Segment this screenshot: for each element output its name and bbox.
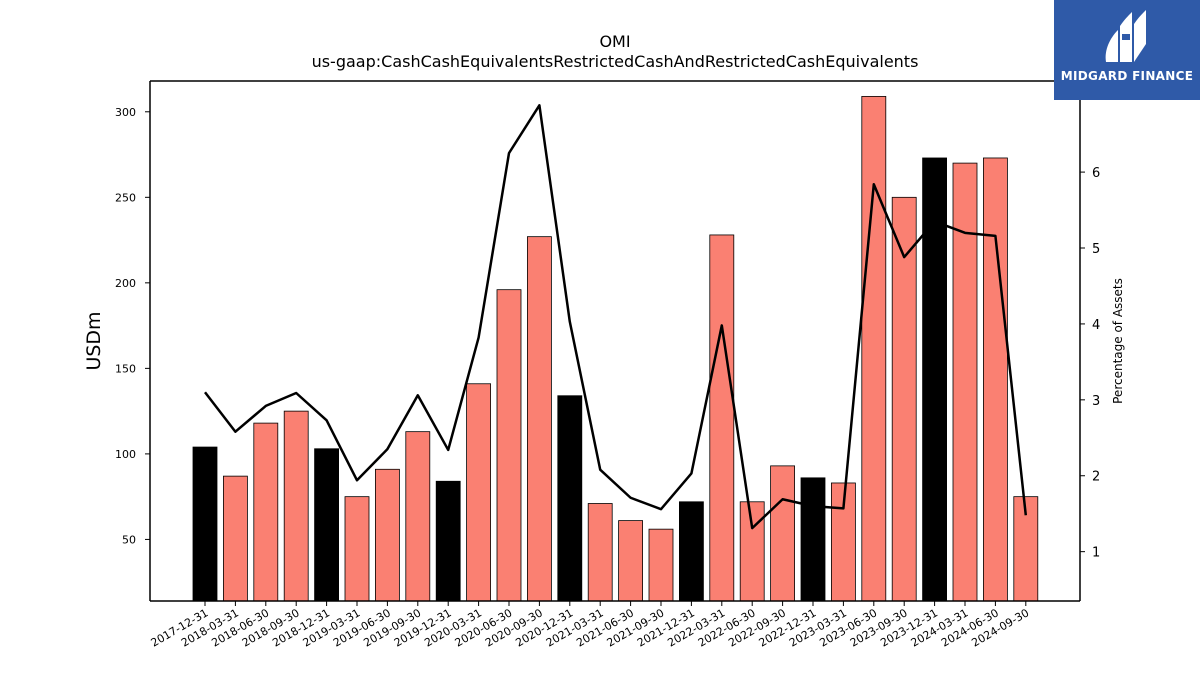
y2-tick-label: 6 [1092, 166, 1100, 181]
bar [952, 162, 978, 602]
y-tick-label: 100 [115, 448, 136, 461]
bar [648, 528, 674, 602]
bar [192, 446, 218, 602]
y-tick-label: 300 [115, 106, 136, 119]
bar [618, 520, 643, 602]
bar [314, 448, 340, 602]
y-tick-label: 50 [122, 533, 136, 546]
y2-axis-label: Percentage of Assets [1111, 278, 1125, 404]
bar [374, 468, 400, 602]
bar [344, 496, 370, 602]
y2-tick-label: 3 [1092, 394, 1100, 409]
logo-text: MIDGARD FINANCE [1060, 69, 1194, 83]
bar [739, 501, 765, 602]
y2-tick-label: 4 [1092, 318, 1100, 333]
y2-tick-label: 2 [1092, 470, 1100, 485]
bar [557, 395, 583, 602]
y-tick-label: 200 [115, 277, 136, 290]
bar [283, 410, 309, 602]
chart-title: OMI [599, 32, 631, 51]
bar [435, 480, 461, 602]
bar [709, 234, 735, 602]
y-tick-label: 150 [115, 362, 136, 375]
bar [222, 475, 248, 602]
bar [527, 236, 552, 602]
y2-tick-label: 5 [1092, 242, 1100, 257]
y-axis-label: USDm [83, 311, 105, 370]
bar [770, 465, 795, 602]
y2-tick-label: 1 [1092, 546, 1100, 561]
brand-logo: MIDGARD FINANCE [1054, 0, 1200, 100]
bar [800, 477, 826, 602]
bar [983, 157, 1008, 602]
chart-subtitle: us-gaap:CashCashEquivalentsRestrictedCas… [311, 52, 919, 71]
percentage-line [204, 104, 1028, 530]
bar [679, 501, 704, 602]
bar [861, 95, 887, 602]
y-tick-label: 250 [115, 191, 136, 204]
bar [405, 431, 431, 602]
bar [253, 422, 279, 602]
bar [466, 383, 492, 602]
bar [587, 503, 613, 602]
bar [496, 289, 522, 602]
logo-mark-icon [1105, 10, 1146, 62]
bar [891, 196, 917, 602]
